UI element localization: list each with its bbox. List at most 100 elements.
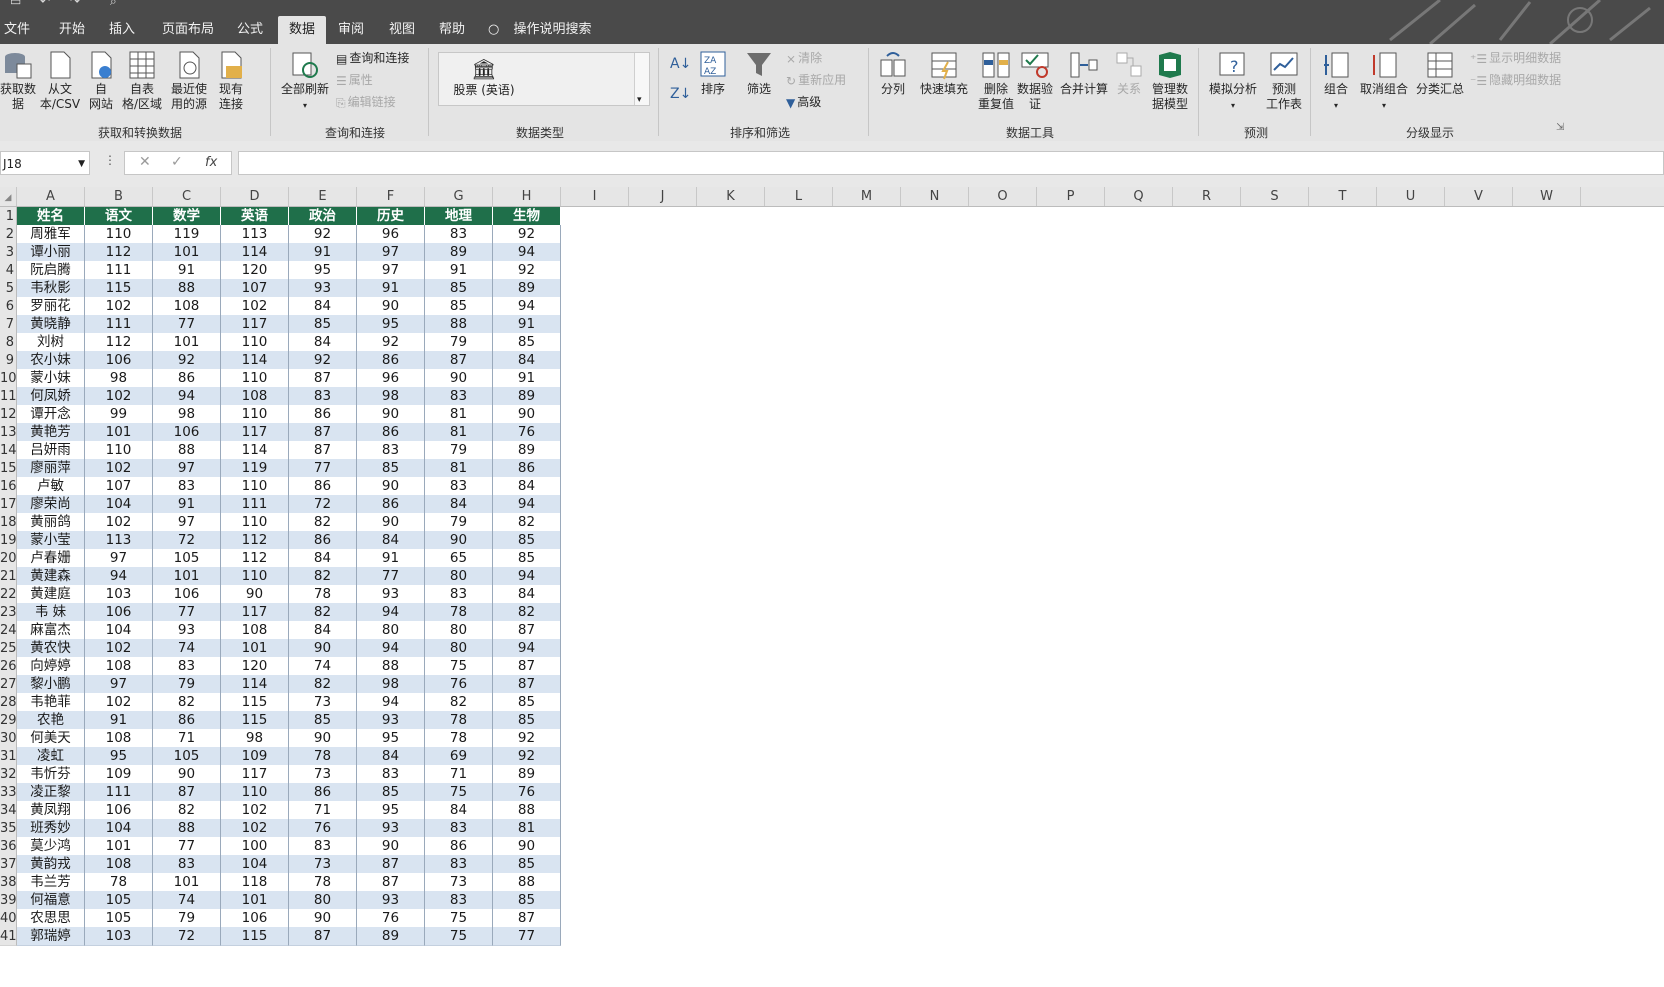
table-cell[interactable]: 94 [493,639,561,658]
table-cell[interactable]: 101 [153,873,221,892]
column-header-o[interactable]: O [969,187,1037,206]
table-cell[interactable]: 96 [357,369,425,388]
table-cell[interactable]: 凌虹 [17,747,85,766]
table-cell[interactable]: 85 [289,315,357,334]
table-cell[interactable]: 120 [221,657,289,676]
row-header[interactable]: 7 [0,315,17,334]
table-cell[interactable]: 102 [85,693,153,712]
table-cell[interactable]: 班秀妙 [17,819,85,838]
consolidate-button[interactable]: 合并计算 [1058,50,1110,97]
show-detail-button[interactable]: ⁺☰ 显示明细数据 [1470,51,1562,66]
table-cell[interactable]: 黄建庭 [17,585,85,604]
table-cell[interactable]: 94 [85,567,153,586]
table-cell[interactable]: 72 [289,495,357,514]
table-cell[interactable]: 86 [289,405,357,424]
table-cell[interactable]: 89 [493,279,561,298]
table-cell[interactable]: 91 [85,711,153,730]
table-cell[interactable]: 82 [493,603,561,622]
table-cell[interactable]: 106 [153,423,221,442]
table-cell[interactable]: 73 [289,855,357,874]
column-header-d[interactable]: D [221,187,289,206]
table-cell[interactable]: 81 [425,459,493,478]
table-cell[interactable]: 86 [153,711,221,730]
table-cell[interactable]: 82 [153,693,221,712]
row-header[interactable]: 41 [0,927,17,946]
table-cell[interactable]: 85 [425,297,493,316]
table-cell[interactable]: 89 [493,387,561,406]
row-header[interactable]: 36 [0,837,17,856]
column-header-c[interactable]: C [153,187,221,206]
column-title-cell[interactable]: 地理 [425,207,493,226]
flash-fill-button[interactable]: 快速填充 [916,50,972,97]
table-cell[interactable]: 79 [153,909,221,928]
column-title-cell[interactable]: 语文 [85,207,153,226]
table-cell[interactable]: 111 [221,495,289,514]
table-cell[interactable]: 110 [221,369,289,388]
table-cell[interactable]: 87 [425,351,493,370]
column-header-j[interactable]: J [629,187,697,206]
table-cell[interactable]: 106 [85,351,153,370]
table-cell[interactable]: 90 [357,477,425,496]
table-cell[interactable]: 87 [289,927,357,946]
table-cell[interactable]: 108 [85,657,153,676]
table-cell[interactable]: 91 [493,315,561,334]
table-cell[interactable]: 86 [289,783,357,802]
tab-formulas[interactable]: 公式 [236,22,263,37]
table-cell[interactable]: 89 [357,927,425,946]
row-header[interactable]: 22 [0,585,17,604]
table-cell[interactable]: 92 [357,333,425,352]
column-header-p[interactable]: P [1037,187,1105,206]
table-cell[interactable]: 83 [425,819,493,838]
table-cell[interactable]: 82 [493,513,561,532]
table-cell[interactable]: 蒙小莹 [17,531,85,550]
row-header[interactable]: 3 [0,243,17,262]
table-cell[interactable]: 113 [221,225,289,244]
table-cell[interactable]: 77 [153,315,221,334]
table-cell[interactable]: 93 [357,891,425,910]
table-cell[interactable]: 95 [357,315,425,334]
data-type-gallery[interactable]: 🏛 股票 (英语) ▾ [438,52,650,106]
table-cell[interactable]: 94 [357,693,425,712]
table-cell[interactable]: 94 [493,567,561,586]
table-cell[interactable]: 82 [289,567,357,586]
table-cell[interactable]: 106 [153,585,221,604]
table-cell[interactable]: 73 [289,765,357,784]
formula-input[interactable] [238,151,1664,175]
more-icon[interactable]: ⋮ [104,153,116,167]
table-cell[interactable]: 89 [493,441,561,460]
column-header-q[interactable]: Q [1105,187,1173,206]
table-cell[interactable]: 95 [357,729,425,748]
table-cell[interactable]: 81 [425,405,493,424]
table-cell[interactable]: 103 [85,927,153,946]
row-header[interactable]: 27 [0,675,17,694]
table-cell[interactable]: 79 [425,333,493,352]
table-cell[interactable]: 112 [221,531,289,550]
table-cell[interactable]: 郭瑞婷 [17,927,85,946]
sort-ascending-button[interactable]: A↓ [670,56,692,72]
table-cell[interactable]: 78 [289,747,357,766]
relationships-button[interactable]: 关系 [1112,50,1146,97]
table-cell[interactable]: 阮启腾 [17,261,85,280]
table-cell[interactable]: 102 [85,387,153,406]
table-cell[interactable]: 119 [153,225,221,244]
table-cell[interactable]: 115 [85,279,153,298]
table-cell[interactable]: 92 [493,261,561,280]
table-cell[interactable]: 102 [85,297,153,316]
from-web-button[interactable]: 自 网站 [86,50,116,112]
table-cell[interactable]: 80 [357,621,425,640]
table-cell[interactable]: 罗丽花 [17,297,85,316]
table-cell[interactable]: 108 [85,855,153,874]
table-cell[interactable]: 78 [425,603,493,622]
table-cell[interactable]: 110 [221,783,289,802]
table-cell[interactable]: 103 [85,585,153,604]
table-cell[interactable]: 84 [289,333,357,352]
column-header-u[interactable]: U [1377,187,1445,206]
table-cell[interactable]: 84 [493,351,561,370]
table-cell[interactable]: 韦忻芬 [17,765,85,784]
table-cell[interactable]: 黄凤翔 [17,801,85,820]
row-header[interactable]: 40 [0,909,17,928]
table-cell[interactable]: 76 [357,909,425,928]
table-cell[interactable]: 105 [153,747,221,766]
table-cell[interactable]: 108 [221,387,289,406]
chevron-down-icon[interactable]: ▼ [78,159,85,169]
